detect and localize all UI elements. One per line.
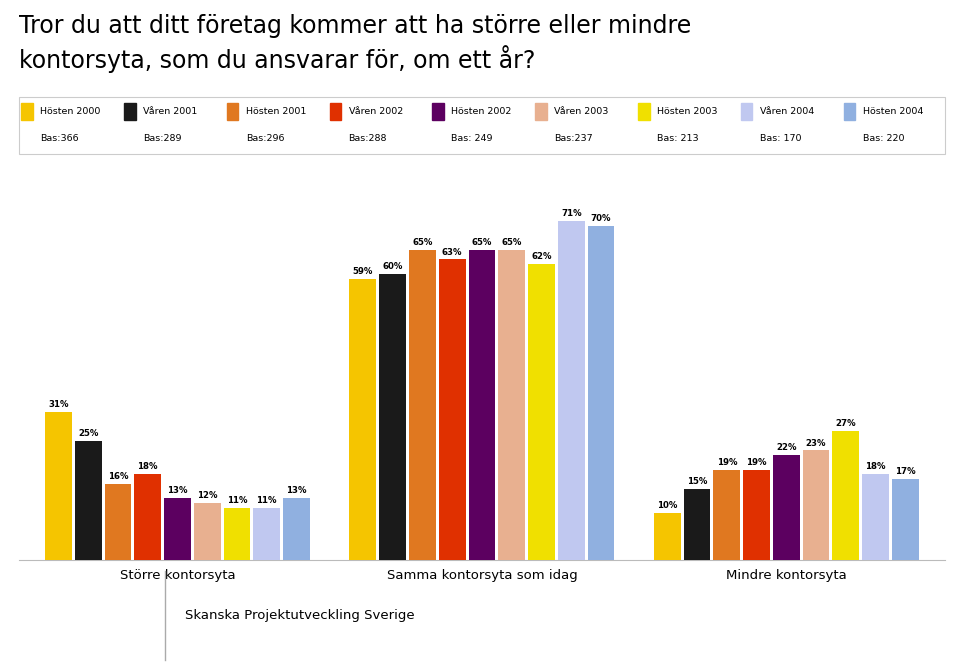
Text: 13%: 13% [167,486,188,495]
Text: 18%: 18% [865,462,886,472]
Bar [528,264,555,560]
Text: 15%: 15% [687,477,707,486]
Text: Våren 2004: Våren 2004 [760,107,814,116]
Bar [654,513,681,560]
Text: Skanska Projektutveckling Sverige: Skanska Projektutveckling Sverige [185,609,414,622]
Bar [588,226,615,560]
FancyBboxPatch shape [535,103,547,120]
Text: Bas:296: Bas:296 [246,134,284,143]
FancyBboxPatch shape [638,103,649,120]
Bar [194,503,221,560]
Text: Hösten 2004: Hösten 2004 [863,107,924,116]
Text: 12%: 12% [197,491,218,500]
Text: 65%: 65% [502,238,522,247]
Text: 19%: 19% [716,458,737,466]
Text: Våren 2001: Våren 2001 [143,107,198,116]
Text: 60%: 60% [383,262,403,271]
Text: SKANSKA: SKANSKA [34,608,115,623]
Text: 12: 12 [884,40,909,58]
FancyBboxPatch shape [124,103,135,120]
Bar [469,250,495,560]
Bar [349,278,376,560]
Bar [684,488,711,560]
Text: 63%: 63% [442,248,462,256]
Bar [45,412,72,560]
Bar [379,274,406,560]
Text: 62%: 62% [531,252,551,261]
Text: 71%: 71% [561,209,581,218]
Bar [499,250,526,560]
FancyBboxPatch shape [330,103,341,120]
Bar [164,498,191,560]
Text: Bas:366: Bas:366 [40,134,79,143]
Text: Bas: 220: Bas: 220 [863,134,904,143]
Text: 16%: 16% [107,472,129,481]
Bar [803,450,830,560]
Text: 65%: 65% [472,238,492,247]
Text: Våren 2003: Våren 2003 [554,107,609,116]
FancyBboxPatch shape [844,103,855,120]
Text: 10%: 10% [657,501,677,510]
Bar [862,474,889,560]
Text: Bas: 249: Bas: 249 [452,134,493,143]
Bar [75,441,102,560]
Text: 11%: 11% [226,496,247,505]
Bar [773,455,800,560]
Text: 70%: 70% [591,214,611,223]
Bar [253,508,280,560]
Bar [283,498,310,560]
Bar [832,431,859,560]
Text: Bas: 170: Bas: 170 [760,134,802,143]
Text: 11%: 11% [256,496,277,505]
Bar [105,484,131,560]
Text: 23%: 23% [806,439,827,448]
Text: Hösten 2001: Hösten 2001 [246,107,306,116]
Bar [438,260,465,560]
Text: 65%: 65% [412,238,433,247]
FancyBboxPatch shape [21,103,33,120]
Text: 13%: 13% [287,486,307,495]
Text: 19%: 19% [746,458,767,466]
Text: 31%: 31% [48,401,69,409]
Text: Bas:288: Bas:288 [348,134,387,143]
Text: Hösten 2003: Hösten 2003 [657,107,717,116]
Text: 18%: 18% [137,462,158,472]
Text: 17%: 17% [895,467,916,476]
Text: Tror du att ditt företag kommer att ha större eller mindre
kontorsyta, som du an: Tror du att ditt företag kommer att ha s… [19,14,691,73]
Text: Bas: 213: Bas: 213 [657,134,699,143]
Text: Hösten 2002: Hösten 2002 [452,107,512,116]
Text: Bas:237: Bas:237 [554,134,593,143]
Text: 25%: 25% [78,429,99,438]
Bar [223,508,250,560]
Text: 27%: 27% [835,419,856,429]
Bar [134,474,161,560]
FancyBboxPatch shape [740,103,753,120]
Bar [892,479,919,560]
Text: 59%: 59% [353,266,373,276]
Text: 22%: 22% [776,444,797,452]
FancyBboxPatch shape [226,103,239,120]
Bar [409,250,435,560]
Text: Hösten 2000: Hösten 2000 [40,107,101,116]
Text: Bas:289: Bas:289 [143,134,181,143]
Bar [558,221,585,560]
Bar [743,470,770,560]
Bar [713,470,740,560]
Text: Våren 2002: Våren 2002 [348,107,403,116]
FancyBboxPatch shape [433,103,444,120]
